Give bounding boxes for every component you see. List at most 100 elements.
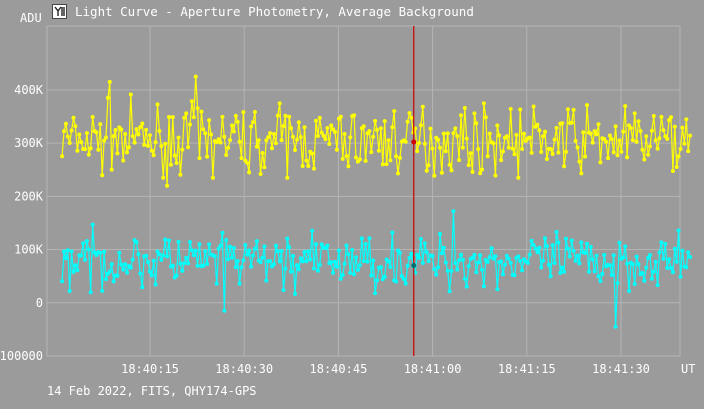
data-point (573, 138, 578, 143)
data-point (325, 243, 330, 248)
data-point (466, 264, 471, 269)
data-point (386, 138, 391, 143)
data-point (264, 278, 269, 283)
data-point (491, 141, 496, 146)
data-point (453, 261, 458, 265)
data-point (604, 139, 609, 144)
data-point (657, 136, 662, 141)
data-point (537, 128, 542, 133)
data-point (468, 151, 473, 156)
data-point (83, 257, 87, 262)
data-point (594, 132, 599, 137)
data-point (155, 102, 160, 107)
data-point (371, 134, 376, 139)
x-tick-label: 18:41:30 (592, 362, 650, 376)
data-point (231, 246, 236, 250)
data-point (79, 253, 84, 258)
data-point (550, 152, 555, 156)
data-point (230, 255, 234, 260)
data-point (272, 262, 276, 267)
data-point (539, 150, 544, 154)
data-point (481, 284, 486, 289)
data-point (346, 164, 351, 169)
data-point (501, 149, 505, 154)
data-point (388, 158, 393, 163)
data-point (583, 251, 588, 255)
data-point (306, 164, 311, 168)
data-point (623, 244, 628, 249)
data-point (361, 124, 366, 129)
data-point (147, 269, 152, 274)
data-point (686, 250, 691, 255)
data-point (300, 259, 305, 264)
data-point (237, 281, 242, 286)
data-point (86, 152, 91, 157)
data-point (518, 259, 523, 263)
data-point (640, 271, 645, 275)
data-point (157, 252, 162, 257)
data-point (634, 139, 639, 144)
data-point (676, 228, 681, 233)
data-point (583, 154, 588, 159)
data-point (147, 133, 152, 138)
data-point (562, 269, 567, 274)
y-tick-label: 100K (14, 243, 44, 257)
x-tick-label: 18:41:15 (498, 362, 556, 376)
data-point (233, 113, 238, 118)
data-point (525, 260, 530, 265)
x-tick-label: 18:40:45 (310, 362, 368, 376)
data-point (499, 158, 504, 163)
data-point (302, 250, 307, 254)
data-point (302, 125, 307, 130)
data-point (407, 255, 412, 260)
cursor-marker-lower (411, 263, 417, 269)
data-point (109, 262, 114, 267)
data-point (588, 244, 593, 249)
data-point (84, 131, 89, 136)
data-point (665, 136, 670, 141)
data-point (451, 209, 456, 214)
data-point (590, 140, 595, 145)
data-point (613, 324, 618, 329)
grid (46, 25, 681, 357)
time-cursor[interactable] (411, 26, 417, 356)
data-point (102, 249, 107, 254)
data-point (226, 145, 231, 150)
data-point (178, 261, 183, 266)
data-point (329, 123, 334, 128)
data-point (230, 123, 234, 128)
data-point (371, 258, 376, 263)
data-point (520, 147, 525, 151)
data-point (460, 145, 465, 150)
data-point (552, 137, 557, 142)
data-point (79, 140, 84, 145)
data-point (541, 258, 546, 263)
data-point (334, 147, 339, 152)
data-point (565, 246, 570, 251)
data-point (98, 122, 103, 127)
data-point (680, 125, 685, 130)
data-point (336, 248, 341, 253)
data-point (378, 126, 383, 131)
data-point (403, 281, 408, 286)
data-point (405, 263, 410, 268)
data-point (365, 259, 370, 264)
data-point (478, 253, 483, 258)
data-point (436, 265, 441, 270)
data-point (565, 107, 570, 112)
data-point (293, 148, 297, 152)
data-point (646, 152, 651, 157)
data-point (207, 242, 212, 247)
data-point (81, 241, 86, 246)
x-tick-label: 18:41:00 (404, 362, 462, 376)
data-point (380, 162, 385, 167)
data-point (655, 146, 660, 151)
data-point (552, 261, 557, 265)
data-point (126, 145, 131, 150)
data-point (115, 151, 120, 156)
data-point (239, 156, 244, 161)
data-point (543, 129, 547, 134)
data-point (466, 163, 471, 168)
data-point (415, 252, 420, 257)
